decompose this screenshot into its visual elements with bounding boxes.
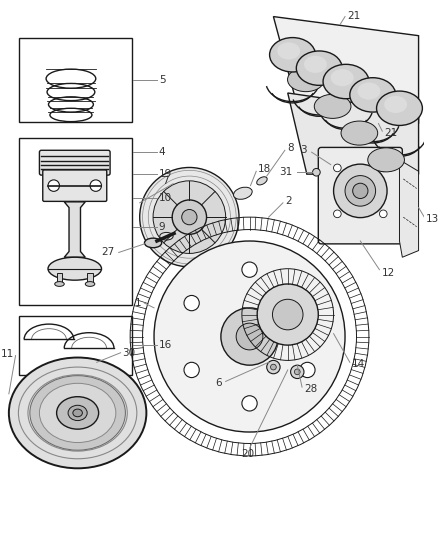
Polygon shape xyxy=(350,76,369,101)
Polygon shape xyxy=(399,160,419,257)
FancyBboxPatch shape xyxy=(318,148,403,244)
Circle shape xyxy=(300,362,315,377)
Ellipse shape xyxy=(269,38,315,72)
Text: 21: 21 xyxy=(347,11,360,21)
Ellipse shape xyxy=(85,281,95,286)
Ellipse shape xyxy=(233,187,252,199)
Ellipse shape xyxy=(350,78,396,112)
FancyBboxPatch shape xyxy=(43,170,107,201)
Text: 28: 28 xyxy=(304,384,317,394)
Ellipse shape xyxy=(341,121,378,145)
Circle shape xyxy=(272,299,303,330)
Text: 5: 5 xyxy=(159,75,166,85)
Ellipse shape xyxy=(257,177,267,185)
Text: 1: 1 xyxy=(135,298,141,308)
Ellipse shape xyxy=(48,257,102,280)
Text: 10: 10 xyxy=(159,193,172,203)
Ellipse shape xyxy=(145,238,162,248)
Circle shape xyxy=(172,200,207,235)
Ellipse shape xyxy=(297,51,342,85)
Circle shape xyxy=(379,164,387,172)
Text: 8: 8 xyxy=(287,143,293,154)
Circle shape xyxy=(353,183,368,198)
Ellipse shape xyxy=(368,148,404,172)
Circle shape xyxy=(153,181,226,253)
Ellipse shape xyxy=(314,94,351,118)
Circle shape xyxy=(294,369,300,375)
Circle shape xyxy=(257,284,318,345)
Circle shape xyxy=(267,360,280,374)
Bar xyxy=(87,272,93,282)
Circle shape xyxy=(379,210,387,217)
Ellipse shape xyxy=(287,68,324,92)
Bar xyxy=(19,316,132,375)
Text: 12: 12 xyxy=(381,269,395,278)
Circle shape xyxy=(221,308,278,365)
Text: 30: 30 xyxy=(123,348,136,358)
Text: 18: 18 xyxy=(258,164,272,174)
Polygon shape xyxy=(323,62,342,87)
Text: 20: 20 xyxy=(241,449,254,459)
Circle shape xyxy=(48,180,60,191)
Text: 21: 21 xyxy=(384,128,397,138)
Circle shape xyxy=(300,295,315,311)
Ellipse shape xyxy=(304,56,327,73)
Bar xyxy=(19,138,132,305)
Circle shape xyxy=(242,395,257,411)
Text: 27: 27 xyxy=(102,247,115,257)
FancyBboxPatch shape xyxy=(39,150,110,175)
Bar xyxy=(19,38,132,122)
Ellipse shape xyxy=(323,64,369,99)
Text: 31: 31 xyxy=(279,167,293,177)
Text: 19: 19 xyxy=(159,169,172,179)
Ellipse shape xyxy=(160,232,173,240)
Bar xyxy=(57,272,62,282)
Ellipse shape xyxy=(68,405,87,421)
Text: 13: 13 xyxy=(426,214,438,224)
Ellipse shape xyxy=(377,91,422,125)
Polygon shape xyxy=(64,202,85,257)
Text: 7: 7 xyxy=(162,176,168,186)
Text: 9: 9 xyxy=(159,222,166,232)
Polygon shape xyxy=(288,93,419,174)
Circle shape xyxy=(333,210,341,217)
Text: 6: 6 xyxy=(215,378,222,389)
Circle shape xyxy=(236,323,263,350)
Polygon shape xyxy=(377,89,396,114)
Circle shape xyxy=(271,364,276,370)
Circle shape xyxy=(290,365,304,378)
Circle shape xyxy=(345,175,376,206)
Circle shape xyxy=(184,295,199,311)
Text: 14: 14 xyxy=(352,359,365,369)
Text: 16: 16 xyxy=(159,340,172,350)
Ellipse shape xyxy=(57,397,99,429)
Ellipse shape xyxy=(277,42,300,60)
Ellipse shape xyxy=(331,69,353,86)
Ellipse shape xyxy=(384,96,407,113)
Circle shape xyxy=(334,164,387,217)
Circle shape xyxy=(242,262,257,277)
Ellipse shape xyxy=(55,281,64,286)
Circle shape xyxy=(313,168,320,176)
Text: 11: 11 xyxy=(0,349,14,359)
Circle shape xyxy=(184,362,199,377)
Circle shape xyxy=(182,209,197,225)
Text: 3: 3 xyxy=(300,146,307,155)
Ellipse shape xyxy=(9,358,146,469)
Text: 4: 4 xyxy=(159,147,166,157)
Ellipse shape xyxy=(73,409,82,417)
Circle shape xyxy=(140,167,239,267)
Circle shape xyxy=(333,164,341,172)
Ellipse shape xyxy=(39,383,116,442)
Circle shape xyxy=(154,241,345,432)
Circle shape xyxy=(90,180,102,191)
Polygon shape xyxy=(273,17,419,124)
Ellipse shape xyxy=(357,83,380,100)
Text: 2: 2 xyxy=(285,196,292,206)
Ellipse shape xyxy=(30,376,125,450)
Polygon shape xyxy=(297,49,315,74)
